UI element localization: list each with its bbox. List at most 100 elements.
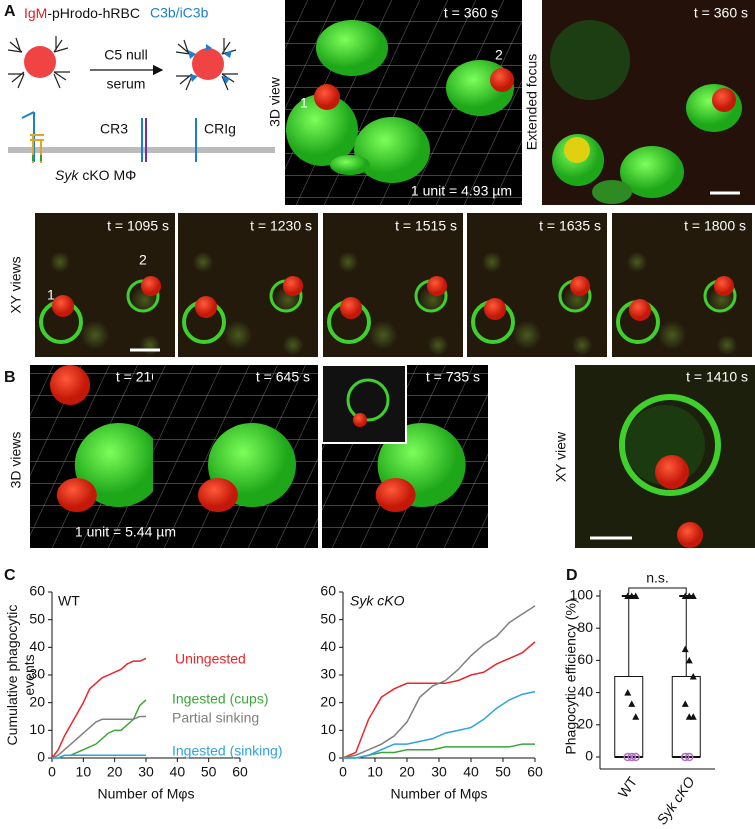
rbc: -pHrodo-hRBC bbox=[47, 5, 140, 21]
rbc bbox=[50, 365, 90, 405]
line bbox=[343, 743, 535, 759]
time-label: t = 360 s bbox=[444, 5, 498, 21]
y-tick-label: 80 bbox=[577, 619, 593, 635]
time-label: t = 1635 s bbox=[539, 218, 601, 234]
panel-label: A bbox=[4, 3, 16, 20]
line bbox=[51, 715, 146, 759]
time-label: t = 645 s bbox=[256, 369, 310, 385]
box bbox=[614, 676, 644, 758]
rbc bbox=[714, 276, 734, 296]
scale-label: 1 unit = 5.44 µm bbox=[75, 524, 176, 540]
x-tick-label: 30 bbox=[431, 764, 447, 780]
image-3d-view: t = 360 s 1 2 1 unit = 4.93 µm bbox=[285, 0, 522, 205]
side-label: XY views bbox=[8, 256, 24, 313]
rbc bbox=[570, 276, 590, 296]
point bbox=[628, 700, 636, 707]
y-axis-label: Phagocytic efficiency (%) bbox=[563, 598, 579, 754]
y-tick-label: 0 bbox=[328, 749, 336, 765]
schematic: A IgM-pHrodo-hRBC C3b/iC3b C5 null serum… bbox=[4, 3, 275, 183]
y-tick-label: 100 bbox=[570, 587, 594, 603]
side-label: 3D views bbox=[8, 432, 24, 489]
point bbox=[685, 752, 694, 762]
time-label: t = 1515 s bbox=[395, 218, 457, 234]
y-tick-label: 50 bbox=[29, 610, 45, 626]
side-label: 3D view bbox=[267, 76, 283, 127]
rbc bbox=[56, 478, 97, 512]
cell bbox=[428, 335, 448, 355]
x-tick-label: 40 bbox=[463, 764, 479, 780]
rbc bbox=[283, 276, 303, 296]
cell bbox=[717, 335, 737, 355]
point bbox=[623, 752, 632, 762]
x-tick-label: 30 bbox=[138, 764, 154, 780]
y-tick-label: 0 bbox=[37, 749, 45, 765]
cell-label: 2 bbox=[139, 252, 147, 268]
point bbox=[632, 713, 640, 720]
point bbox=[681, 700, 689, 707]
rbc bbox=[52, 295, 74, 317]
y-tick-label: 60 bbox=[29, 583, 45, 599]
line bbox=[51, 657, 147, 759]
syk-label: Syk cKO MΦ bbox=[55, 167, 136, 183]
y-tick-label: 40 bbox=[320, 638, 336, 654]
receptors bbox=[21, 111, 197, 163]
cell bbox=[224, 321, 252, 349]
x-tick-label: 40 bbox=[170, 764, 186, 780]
chart-title: Syk cKO bbox=[350, 593, 405, 609]
x-tick-label: 10 bbox=[367, 764, 383, 780]
line bbox=[342, 641, 536, 759]
x-tick-label: 50 bbox=[201, 764, 217, 780]
line bbox=[342, 605, 536, 759]
time-label: t = 735 s bbox=[426, 369, 480, 385]
series-label: Partial sinking bbox=[172, 710, 259, 726]
x-tick-label: 10 bbox=[76, 764, 92, 780]
y-tick-label: 40 bbox=[29, 638, 45, 654]
igm: IgM bbox=[24, 5, 47, 21]
time-label: t = 1410 s bbox=[686, 369, 748, 385]
xy-views: t = 1095 s 1 2 t = 1230 s t = 1515 s t = 1635… bbox=[35, 213, 752, 357]
x-tick-label: 60 bbox=[527, 764, 543, 780]
rbc-right bbox=[175, 38, 238, 91]
x-axis-label: Number of Mφs bbox=[391, 786, 488, 802]
point bbox=[681, 752, 690, 762]
x-tick-label: 20 bbox=[107, 764, 123, 780]
time-label: t = 1230 s bbox=[250, 218, 312, 234]
y-tick-label: 60 bbox=[577, 651, 593, 667]
y-tick-label: 30 bbox=[320, 666, 336, 682]
image-xy-view: t = 1410 s bbox=[575, 365, 755, 548]
side-label: XY view bbox=[553, 431, 569, 482]
syk: Syk bbox=[55, 167, 79, 183]
time-label: t = 1095 s bbox=[107, 218, 169, 234]
x-tick-label: Syk cKO bbox=[653, 774, 697, 828]
image-xy: t = 1515 s bbox=[323, 213, 463, 357]
c3b-label: C3b/iC3b bbox=[150, 5, 209, 21]
y-tick-label: 0 bbox=[585, 748, 593, 764]
time-label: t = 1800 s bbox=[684, 218, 746, 234]
point bbox=[689, 592, 697, 599]
crig: CRIg bbox=[204, 121, 236, 137]
rbc bbox=[629, 299, 651, 321]
series-label: Ingested (sinking) bbox=[172, 743, 283, 759]
rbc bbox=[198, 478, 238, 512]
time-label: t = 360 s bbox=[694, 5, 748, 21]
point bbox=[631, 752, 640, 762]
cell bbox=[658, 321, 686, 349]
significance-bracket bbox=[628, 587, 687, 594]
y-tick-label: 50 bbox=[320, 610, 336, 626]
igm-label: IgM-pHrodo-hRBC bbox=[24, 5, 140, 21]
box bbox=[671, 676, 701, 758]
rbc bbox=[195, 296, 217, 318]
c5-null: C5 null bbox=[104, 47, 148, 63]
point bbox=[624, 689, 632, 696]
cell bbox=[346, 378, 390, 422]
point bbox=[685, 656, 693, 664]
chart-title: WT bbox=[58, 593, 80, 609]
image-3d: t = 735 s bbox=[321, 364, 488, 548]
cell-label: 1 bbox=[300, 95, 308, 111]
rbc bbox=[375, 478, 416, 512]
image-xy: t = 1095 s 1 2 bbox=[35, 213, 175, 357]
rbc bbox=[340, 297, 362, 319]
